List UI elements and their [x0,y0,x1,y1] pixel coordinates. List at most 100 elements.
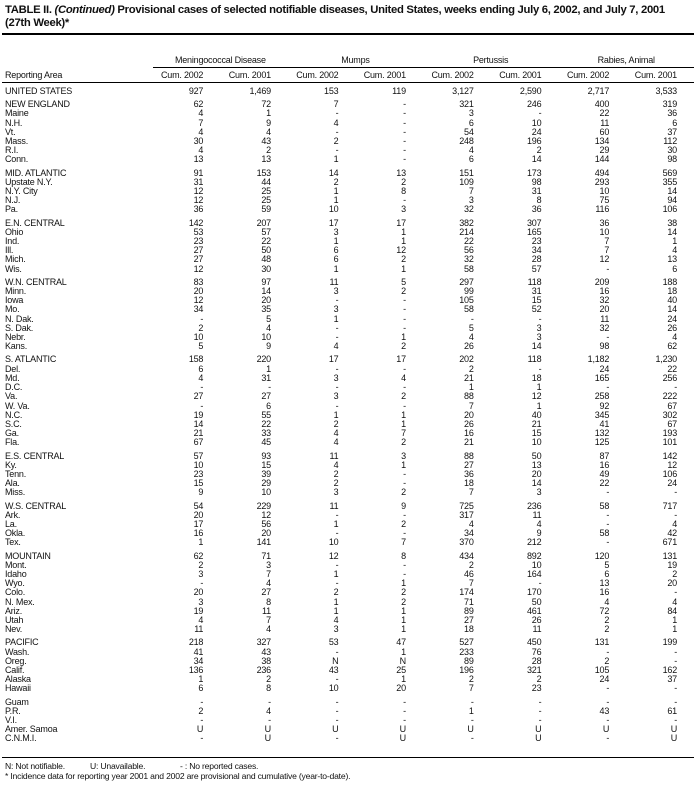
value-cell: 6 [198,363,204,374]
value-cell: - [200,382,204,393]
value-cell: 136 [188,664,204,675]
value-cell: 31 [531,286,542,297]
legend-no-cases: - : No reported cases. [180,761,259,771]
value-cell: 2 [266,145,271,156]
value-cell: 27 [261,391,271,402]
reporting-area-cell: Mass. [5,136,29,147]
reporting-area-cell: R.I. [5,145,19,156]
table-row: Ky. 10 15 4 1 27 13 16 12 [2,459,694,470]
table-row: Va. 27 27 3 2 88 12 258 222 [2,392,694,401]
value-cell: 57 [261,226,271,237]
value-cell: 1 [401,674,406,685]
value-cell: 1 [333,596,339,607]
value-cell: 21 [464,437,474,448]
value-cell: - [335,646,339,657]
value-cell: 16 [599,587,610,598]
table-row: Mass. 30 43 2 - 248 196 134 112 [2,136,694,147]
value-cell: - [268,696,271,707]
reporting-area-cell: Miss. [5,487,25,498]
value-cell: 7 [468,400,474,411]
table-row: Tex. 1 141 10 7 370 212 - 671 [2,538,694,547]
value-cell: 1 [333,154,339,165]
table-row: La. 17 56 1 2 4 4 - 4 [2,518,694,529]
value-cell: 321 [459,99,474,110]
value-cell: 158 [188,354,204,365]
value-cell: 34 [464,528,474,539]
value-cell: 1 [266,108,271,119]
value-cell: 3 [536,332,542,343]
reporting-area-cell: Mich. [5,254,26,265]
reporting-area-cell: Minn. [5,286,27,297]
value-cell: 8 [266,596,271,607]
value-cell: 71 [261,550,271,561]
value-cell: 1 [198,674,204,685]
value-cell: 258 [594,391,610,402]
value-cell: 4 [672,518,677,529]
reporting-area-cell: MOUNTAIN [5,550,51,561]
value-cell: 92 [599,400,610,411]
value-cell: 99 [464,286,474,297]
value-cell: 4 [672,596,677,607]
value-cell: 188 [662,276,678,287]
reporting-area-cell: Tenn. [5,468,27,479]
value-cell: 345 [594,409,610,420]
table-row: N. Mex. 3 8 1 2 71 50 4 4 [2,596,694,607]
value-cell: 112 [663,136,677,147]
value-cell: 43 [261,136,271,147]
value-cell: 54 [193,500,204,511]
legend-not-notifiable: N: Not notifiable. [5,761,65,771]
value-cell: 101 [662,437,678,448]
table-row: Utah 4 7 4 1 27 26 2 1 [2,614,694,625]
value-cell: U [399,733,407,744]
reporting-area-cell: Conn. [5,154,29,165]
value-cell: 34 [193,304,204,315]
value-cell: 4 [333,437,339,448]
value-cell: 105 [459,295,474,306]
value-cell: 131 [662,550,678,561]
value-cell: - [538,363,542,374]
value-cell: - [403,136,406,147]
value-cell: U [264,733,272,744]
value-cell: 11 [262,605,271,616]
value-cell: 4 [198,372,204,383]
value-cell: 319 [662,99,678,110]
table-row: V.I. - - - - - - - - [2,715,694,725]
value-cell: 37 [667,126,677,137]
value-cell: 1 [401,614,406,625]
value-cell: 382 [459,217,474,228]
value-cell: U [602,724,610,735]
value-cell: 19 [667,559,677,570]
value-cell: 6 [604,568,610,579]
value-cell: - [335,528,339,539]
value-cell: 1,469 [249,86,271,96]
value-cell: - [538,578,542,589]
value-cell: 29 [261,478,271,489]
value-cell: - [403,108,406,119]
value-cell: 1 [401,624,406,635]
value-cell: 2,590 [519,86,542,96]
value-cell: 14 [531,154,542,165]
value-cell: - [674,587,677,598]
value-cell: - [335,108,339,119]
value-cell: 27 [193,391,204,402]
value-cell: 14 [667,304,677,315]
table-number: TABLE II. [5,4,55,16]
value-cell: 16 [599,459,610,470]
reporting-area-cell: La. [5,518,17,529]
value-cell: 9 [266,117,271,128]
reporting-area-cell: Nebr. [5,332,26,343]
value-cell: - [403,313,406,324]
value-cell: - [403,468,406,479]
reporting-area-cell: Ill. [5,245,14,256]
value-cell: 22 [261,236,271,247]
value-cell: - [335,578,339,589]
value-cell: 94 [667,195,677,206]
table-row: Minn. 20 14 3 2 99 31 16 18 [2,286,694,297]
value-cell: 57 [531,263,542,274]
value-cell: - [403,117,406,128]
value-cell: 118 [527,354,542,365]
value-cell: 53 [328,637,339,648]
value-cell: 229 [256,500,272,511]
value-cell: 37 [667,674,677,685]
value-cell: 220 [256,354,272,365]
